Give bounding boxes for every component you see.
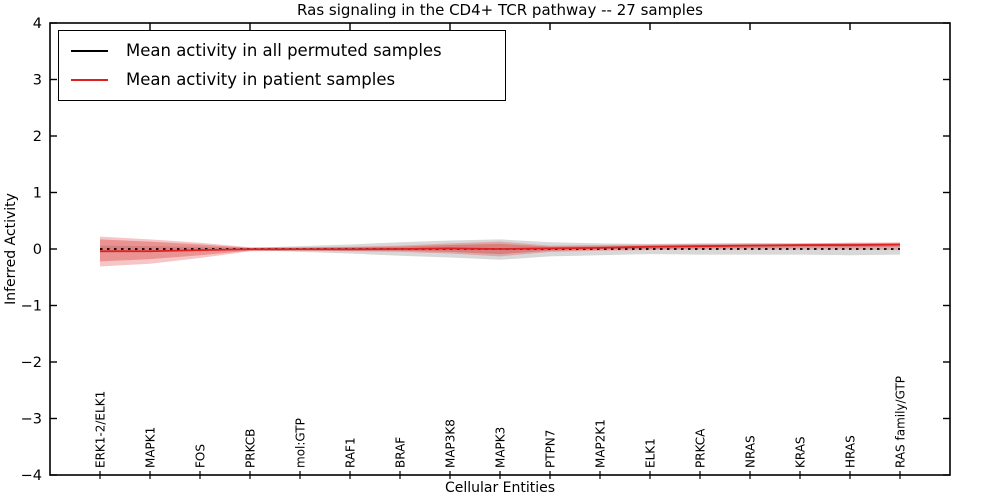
y-tick-label: −2 [21, 355, 42, 371]
permuted-line-swatch-icon [71, 49, 108, 52]
y-tick-label: 1 [33, 186, 42, 202]
entity-label: mol:GTP [294, 418, 308, 468]
y-tick-label: −4 [21, 468, 42, 484]
legend-label-patient: Mean activity in patient samples [126, 70, 396, 89]
y-axis-label: Inferred Activity [3, 193, 19, 305]
chart-title: Ras signaling in the CD4+ TCR pathway --… [297, 1, 703, 19]
y-tick-label: −1 [21, 299, 42, 315]
patient-line-swatch-icon [71, 78, 108, 81]
entity-label: MAPK1 [144, 427, 158, 468]
y-tick-label: 3 [33, 73, 42, 89]
entity-label: RAS family/GTP [894, 376, 908, 468]
legend-label-permuted: Mean activity in all permuted samples [126, 41, 442, 60]
entity-label: PRKCB [244, 429, 258, 468]
entity-label: BRAF [394, 437, 408, 468]
entity-label: RAF1 [344, 437, 358, 468]
series-line-patient [100, 243, 901, 253]
entity-label: PRKCA [694, 428, 708, 468]
y-tick-label: 4 [33, 16, 42, 32]
entity-label: ELK1 [644, 438, 658, 468]
y-tick-label: 0 [33, 242, 42, 258]
entity-label: NRAS [744, 435, 758, 468]
x-axis-label: Cellular Entities [444, 480, 556, 496]
entity-label: MAP3K8 [444, 419, 458, 468]
band-patient-samples-std-outer [100, 236, 900, 267]
legend-item-patient: Mean activity in patient samples [71, 65, 491, 94]
legend: Mean activity in all permuted samples Me… [58, 30, 506, 101]
entity-label: MAP2K1 [594, 419, 608, 468]
entity-label: FOS [194, 444, 208, 468]
y-tick-label: 2 [33, 129, 42, 145]
entity-label: ERK1-2/ELK1 [94, 391, 108, 468]
entity-label: PTPN7 [544, 430, 558, 468]
band-patient-samples-std-inner [100, 239, 900, 262]
entity-label: MAPK3 [494, 427, 508, 468]
entity-label: KRAS [794, 436, 808, 468]
y-tick-label: −3 [21, 412, 42, 428]
legend-item-permuted: Mean activity in all permuted samples [71, 36, 491, 65]
entity-label: HRAS [844, 435, 858, 468]
